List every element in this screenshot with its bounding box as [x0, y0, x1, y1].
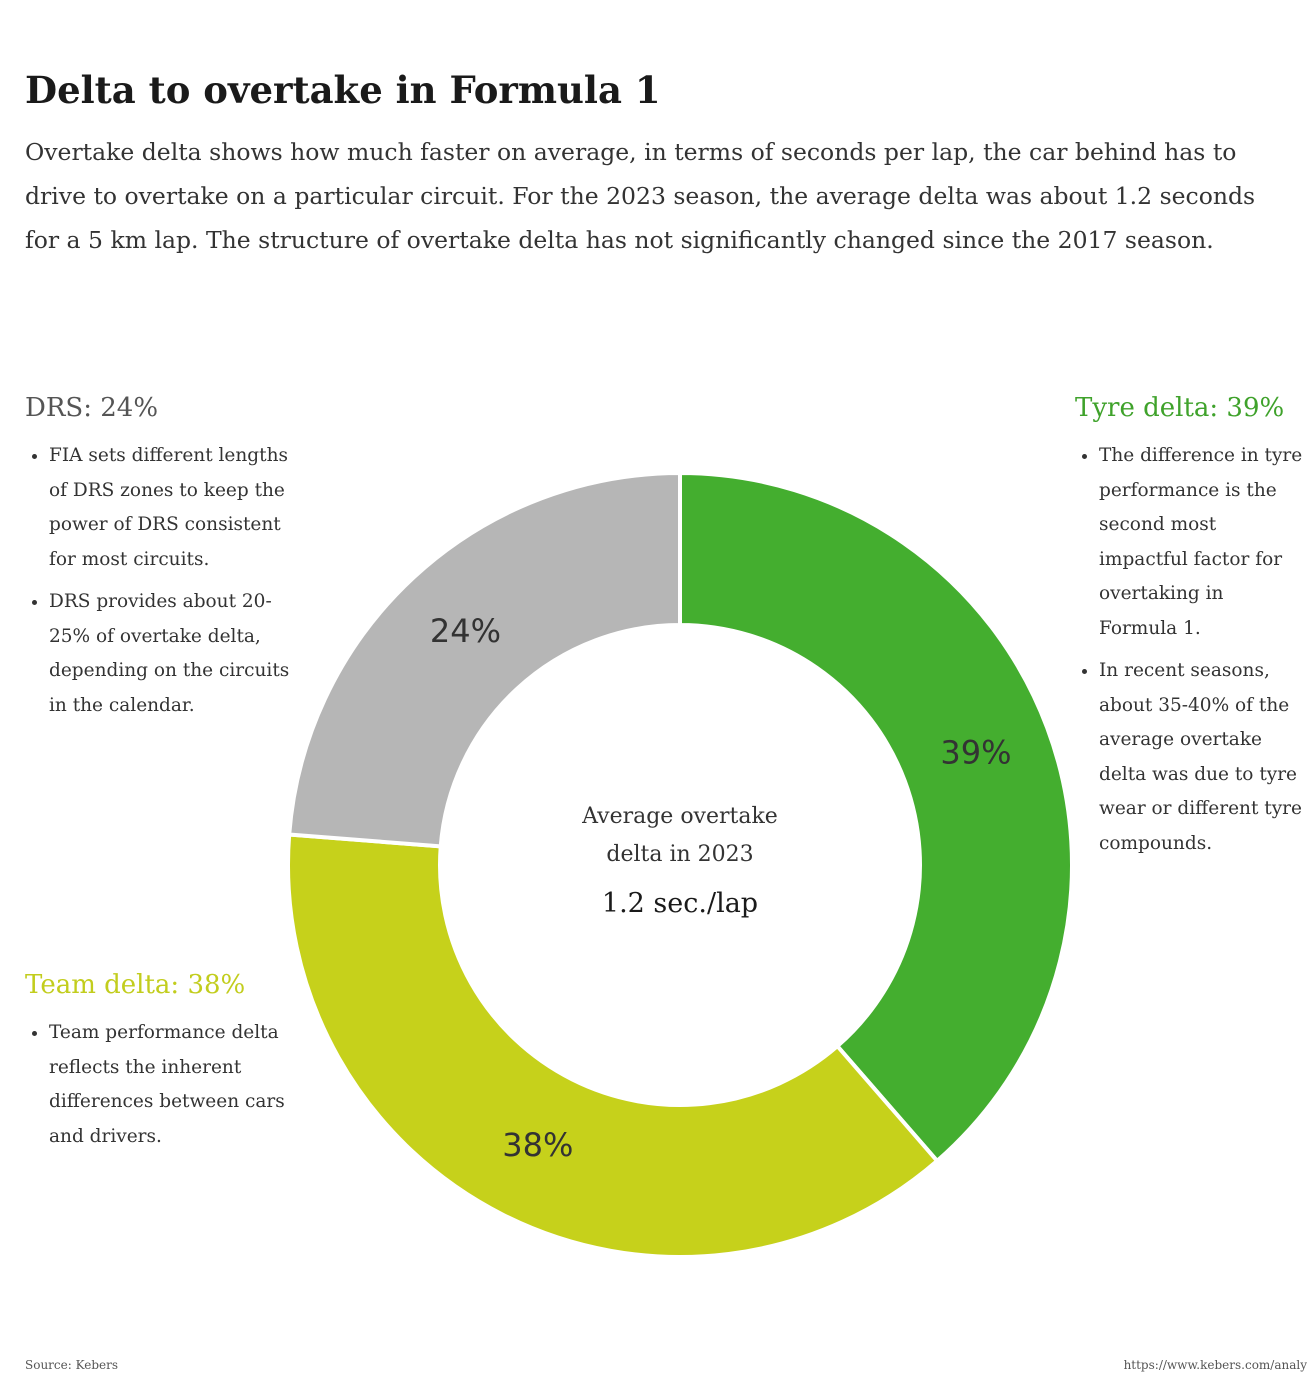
annotation-bullet: In recent seasons, about 35-40% of the a…	[1099, 654, 1303, 861]
chart-title: Delta to overtake in Formula 1	[25, 68, 661, 112]
annotation-bullet: FIA sets different lengths of DRS zones …	[49, 439, 305, 577]
donut-segment	[287, 470, 682, 849]
value-label: 39%	[940, 733, 1011, 771]
annotation-list: FIA sets different lengths of DRS zones …	[25, 439, 305, 723]
annotation-bullet: Team performance delta reflects the inhe…	[49, 1016, 305, 1154]
value-label: 24%	[430, 612, 501, 650]
source-url: https://www.kebers.com/analy	[1123, 1358, 1307, 1372]
annotation-bullet: The difference in tyre performance is th…	[1099, 439, 1303, 646]
annotation-heading: Team delta: 38%	[25, 970, 246, 1000]
donut-segment	[286, 832, 940, 1259]
annotation-panel: Tyre delta: 39% The difference in tyre pe…	[1075, 393, 1303, 869]
annotation-list: Team performance delta reflects the inhe…	[25, 1016, 305, 1154]
donut-segment	[678, 470, 1074, 1164]
value-label: 38%	[502, 1126, 573, 1164]
chart-subtitle: Overtake delta shows how much faster on …	[25, 138, 1256, 254]
annotation-heading: Tyre delta: 39%	[1075, 393, 1285, 423]
source: Source: Kebers	[25, 1358, 119, 1372]
annotation-bullet: DRS provides about 20-25% of overtake de…	[49, 585, 305, 723]
annotation-list: The difference in tyre performance is th…	[1075, 439, 1303, 861]
center-label: Average overtake delta in 2023	[582, 804, 778, 867]
center-text: Average overtake delta in 2023 1.2 sec./…	[530, 798, 830, 919]
annotation-panel: Team delta: 38% Team performance delta re…	[25, 970, 305, 1162]
center-value: 1.2 sec./lap	[601, 888, 759, 919]
annotation-heading: DRS: 24%	[25, 393, 159, 423]
annotation-panel: DRS: 24% FIA sets different lengths of DR…	[25, 393, 305, 731]
